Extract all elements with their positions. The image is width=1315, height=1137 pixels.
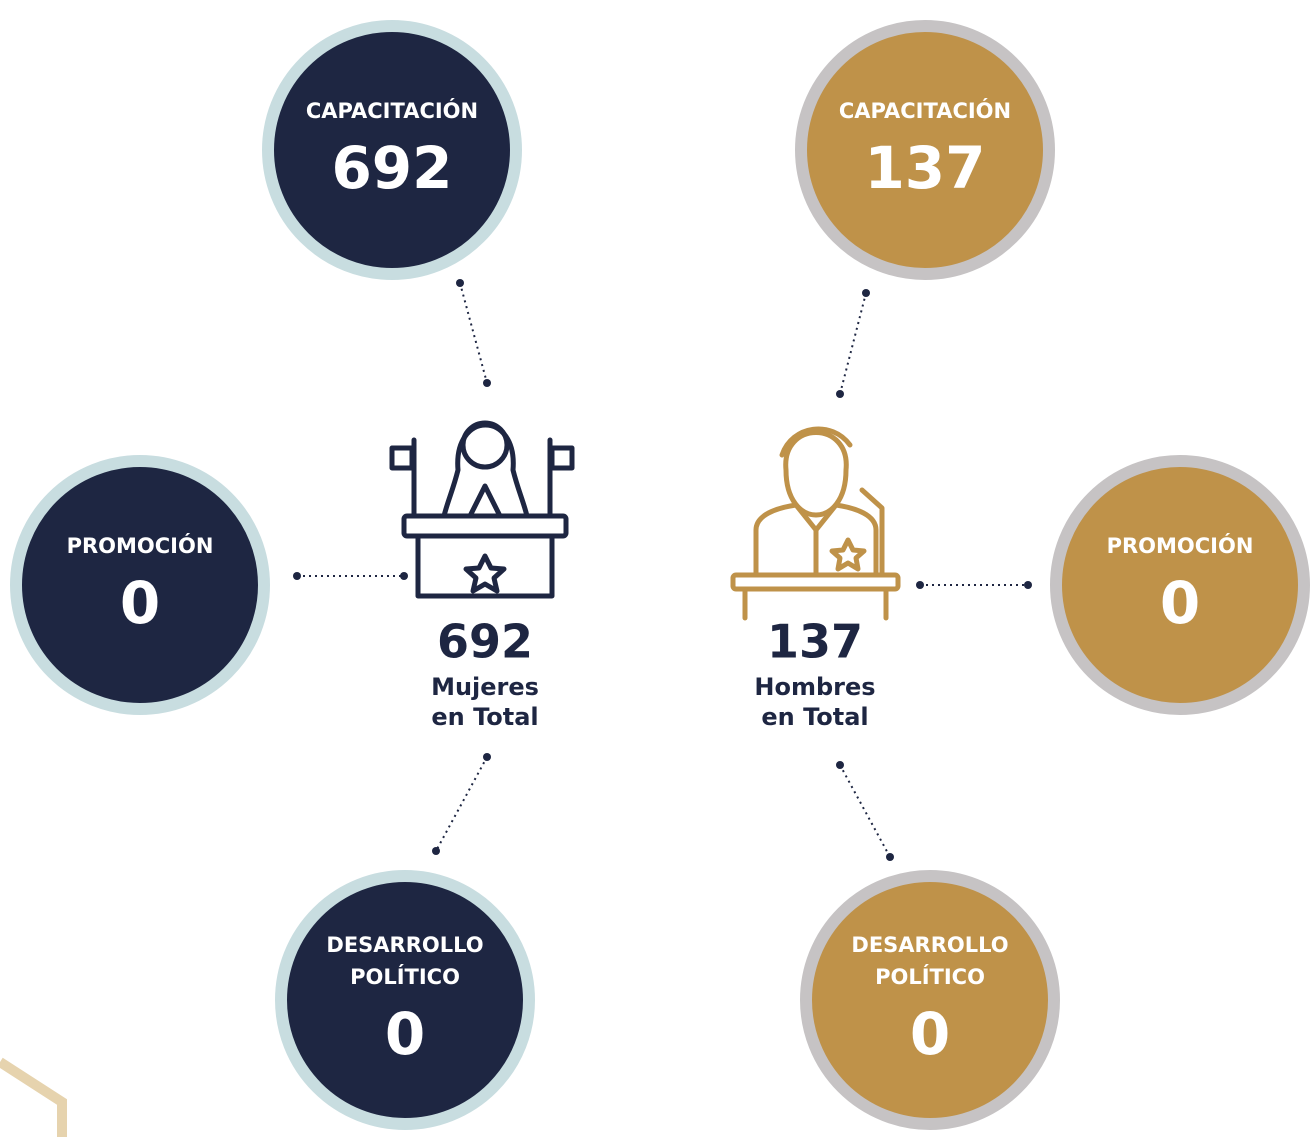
decor-chevron [0,1057,67,1137]
stat-value: 692 [331,134,452,202]
stat-value: 0 [910,1000,950,1068]
stat-value: 137 [864,134,985,202]
stat-circle [1050,455,1310,715]
connector-dot [886,853,894,861]
total-label: Hombres [754,673,875,701]
stat-circle [262,20,522,280]
stat-label: PROMOCIÓN [1107,533,1254,558]
total-label: en Total [431,703,538,731]
stat-value: 0 [120,569,160,637]
stat-value: 0 [385,1000,425,1068]
total-label: Mujeres [431,673,539,701]
stat-circle [10,455,270,715]
stat-label: CAPACITACIÓN [839,98,1011,123]
stat-label: DESARROLLO [326,933,483,957]
connector [839,764,891,858]
stat-label: PROMOCIÓN [67,533,214,558]
connector [839,292,867,395]
total-value: 692 [437,615,533,669]
connector-dot [836,390,844,398]
stat-label: POLÍTICO [350,964,460,989]
connector-dot [916,581,924,589]
woman-icon [389,420,575,599]
connector-dot [432,847,440,855]
connector-dot [836,761,844,769]
stat-circle [795,20,1055,280]
stat-circle [800,870,1060,1130]
connector-dot [483,753,491,761]
stat-label: POLÍTICO [875,964,985,989]
connector-dot [456,279,464,287]
connector-dot [483,379,491,387]
connector [459,282,488,384]
stat-value: 0 [1160,569,1200,637]
connector-dot [400,572,408,580]
stat-circle [275,870,535,1130]
total-value: 137 [767,615,863,669]
stat-label: CAPACITACIÓN [306,98,478,123]
connector-dot [293,572,301,580]
connector-dot [862,289,870,297]
stat-label: DESARROLLO [851,933,1008,957]
total-label: en Total [761,703,868,731]
man-icon [730,426,901,621]
connector [435,756,488,852]
connector-dot [1024,581,1032,589]
